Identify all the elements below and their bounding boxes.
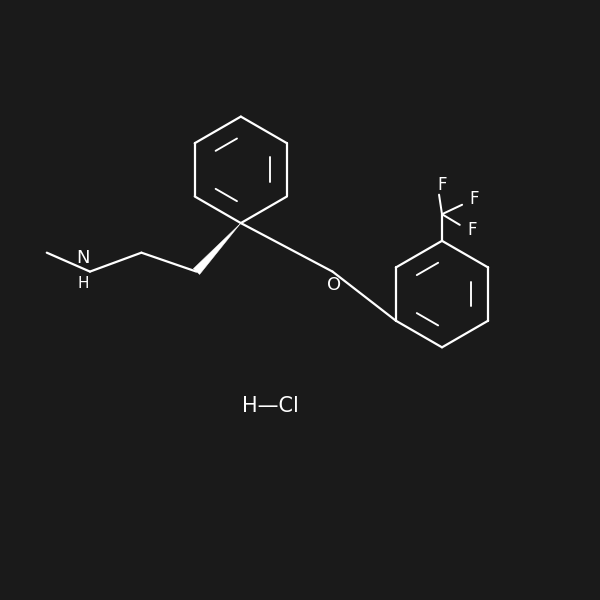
Polygon shape (193, 223, 241, 274)
Text: F: F (470, 190, 479, 208)
Text: F: F (467, 221, 477, 239)
Text: N: N (76, 249, 89, 267)
Text: O: O (326, 275, 341, 293)
Text: F: F (437, 176, 447, 194)
Text: H: H (77, 277, 89, 292)
Text: H—Cl: H—Cl (242, 397, 299, 416)
